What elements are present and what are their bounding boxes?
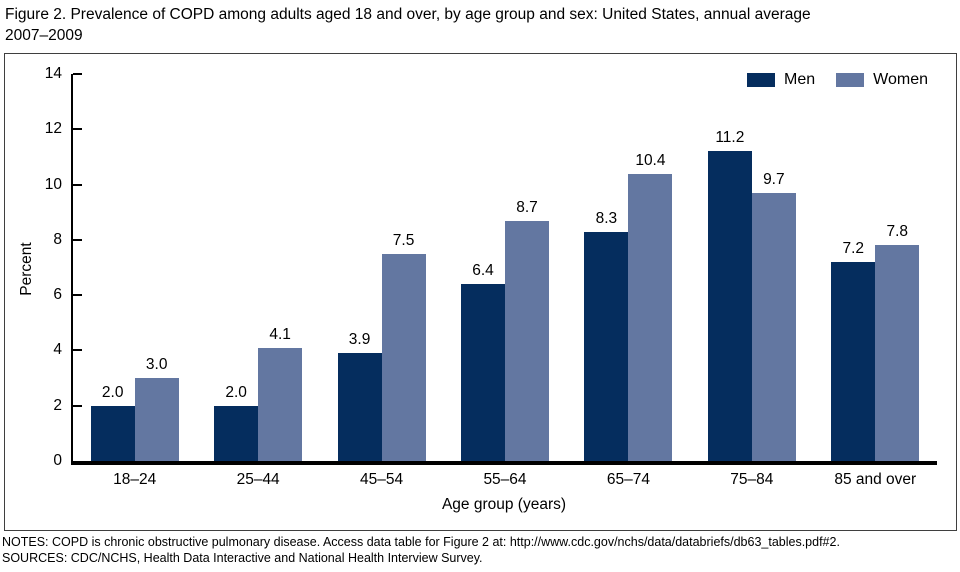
bar-value-label: 10.4 — [635, 151, 666, 169]
bar-men-55–64: 6.4 — [460, 262, 505, 461]
bar-value-label: 7.2 — [842, 239, 865, 257]
x-tick-label: 25–44 — [236, 471, 280, 488]
y-tick-label: 10 — [44, 175, 62, 193]
bar-pair: 2.0 4.1 — [196, 74, 319, 461]
bar-pair: 6.4 8.7 — [443, 74, 566, 461]
bar-group-45–54: 3.9 7.5 45–54 — [320, 74, 443, 488]
figure-title-line2: 2007–2009 — [5, 27, 83, 44]
bar-group-65–74: 8.3 10.4 65–74 — [567, 74, 690, 488]
bar-group-55–64: 6.4 8.7 55–64 — [443, 74, 566, 488]
bar-value-label: 4.1 — [269, 325, 291, 343]
figure-title: Figure 2. Prevalence of COPD among adult… — [5, 4, 955, 46]
x-tick-label: 85 and over — [834, 471, 917, 488]
bar-group-18–24: 2.0 3.0 18–24 — [73, 74, 196, 488]
x-tick-label: 55–64 — [483, 471, 527, 488]
bar-women-18–24: 3.0 — [134, 356, 179, 461]
bar-men-85 and over: 7.2 — [831, 240, 876, 461]
bar-men-75–84: 11.2 — [707, 129, 752, 461]
bar-women-45–54: 7.5 — [381, 232, 426, 461]
bar-women-85 and over: 7.8 — [875, 223, 920, 461]
bar-value-label: 6.4 — [472, 262, 494, 280]
bar-group-85 and over: 7.2 7.8 85 and over — [814, 74, 937, 488]
bar-pair: 8.3 10.4 — [567, 74, 690, 461]
bar-pair: 11.2 9.7 — [690, 74, 813, 461]
bar-men-25–44: 2.0 — [214, 384, 259, 461]
bar-women-65–74: 10.4 — [628, 152, 673, 461]
y-tick-mark — [73, 294, 82, 297]
y-tick-label: 8 — [53, 230, 62, 248]
y-tick-mark — [73, 73, 82, 75]
x-tick-label: 75–84 — [730, 471, 774, 488]
bar-pair: 2.0 3.0 — [73, 74, 196, 461]
notes-line: NOTES: COPD is chronic obstructive pulmo… — [2, 535, 840, 549]
y-tick-label: 12 — [44, 120, 62, 138]
bar-value-label: 2.0 — [101, 383, 124, 401]
bar-women-75–84: 9.7 — [751, 171, 796, 461]
sources-line: SOURCES: CDC/NCHS, Health Data Interacti… — [2, 550, 483, 565]
bar-men-65–74: 8.3 — [584, 210, 629, 461]
plot-area: 0 2 4 6 8 10 12 14 2.0 3.0 18–24 2.0 4.1 25–44 3.9 7.5 4… — [45, 66, 937, 488]
bar-value-label: 3.0 — [145, 356, 168, 374]
y-tick-mark — [73, 183, 82, 186]
bar-group-25–44: 2.0 4.1 25–44 — [196, 74, 319, 488]
bar-value-label: 8.7 — [516, 198, 538, 216]
legend-swatch-men — [747, 73, 776, 87]
bar-group-75–84: 11.2 9.7 75–84 — [690, 74, 813, 488]
chart-frame: Men Women Percent 0 2 4 6 8 10 12 14 2.0 3.0 18–24… — [4, 53, 957, 531]
legend-label-men: Men — [784, 71, 816, 88]
y-tick-label: 4 — [53, 341, 62, 359]
bar-value-label: 7.8 — [886, 223, 909, 241]
y-tick-label: 0 — [53, 452, 62, 469]
y-tick-mark — [73, 238, 82, 241]
legend-swatch-women — [836, 73, 865, 87]
y-tick-mark — [73, 128, 82, 131]
bar-value-label: 8.3 — [595, 209, 618, 227]
chart-notes: NOTES: COPD is chronic obstructive pulmo… — [2, 535, 958, 566]
bar-women-25–44: 4.1 — [258, 326, 303, 461]
bar-value-label: 3.9 — [348, 331, 371, 349]
bar-value-label: 11.2 — [715, 129, 745, 147]
bar-value-label: 2.0 — [225, 383, 247, 401]
y-tick-label: 2 — [53, 396, 62, 414]
legend-label-women: Women — [873, 71, 928, 88]
chart-legend: Men Women — [747, 71, 928, 89]
x-tick-label: 65–74 — [606, 471, 650, 488]
bar-women-55–64: 8.7 — [504, 199, 549, 461]
bar-men-18–24: 2.0 — [90, 384, 135, 461]
x-axis-title: Age group (years) — [441, 496, 567, 513]
bar-men-45–54: 3.9 — [337, 331, 382, 461]
figure-title-line1: Figure 2. Prevalence of COPD among adult… — [5, 6, 811, 23]
bar-value-label: 9.7 — [763, 170, 785, 188]
y-tick-mark — [73, 404, 82, 407]
y-tick-label: 14 — [44, 65, 62, 82]
bar-pair: 7.2 7.8 — [814, 74, 937, 461]
y-axis-title: Percent — [18, 242, 35, 296]
bar-pair: 3.9 7.5 — [320, 74, 443, 461]
y-tick-label: 6 — [53, 286, 62, 304]
x-tick-label: 45–54 — [360, 471, 404, 488]
bar-value-label: 7.5 — [392, 231, 415, 249]
x-tick-label: 18–24 — [113, 471, 157, 488]
y-tick-mark — [73, 349, 82, 352]
